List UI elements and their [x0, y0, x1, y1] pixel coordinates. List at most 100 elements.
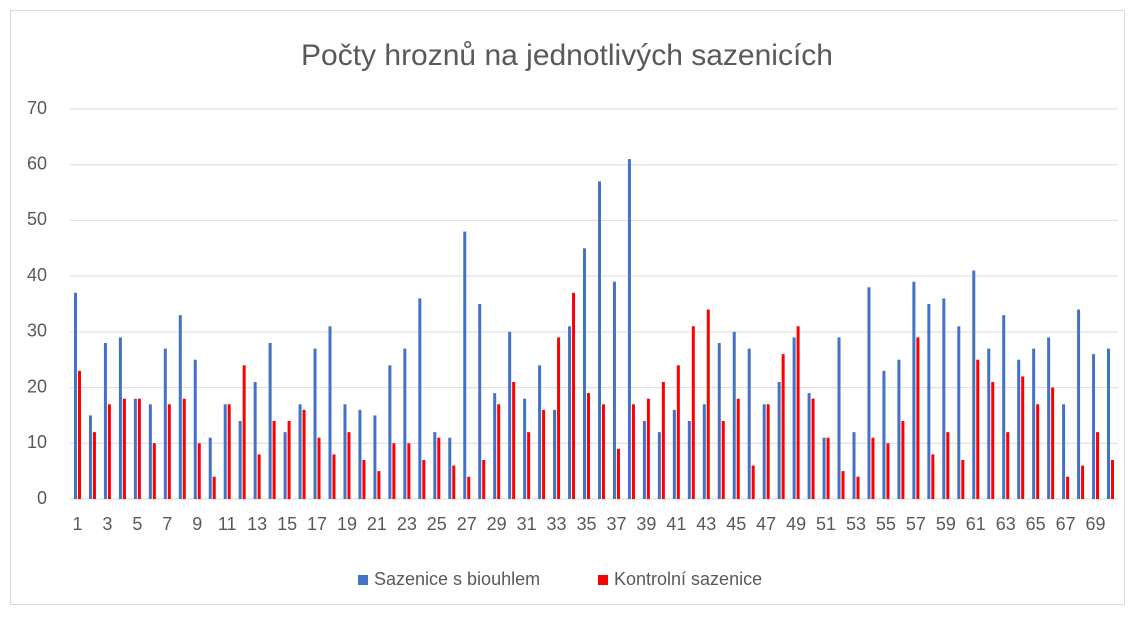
chart-title: Počty hroznů na jednotlivých sazenicích	[301, 39, 833, 72]
bar	[493, 393, 497, 499]
y-tick-label: 20	[27, 376, 47, 396]
bar	[807, 393, 811, 499]
bar	[407, 443, 411, 499]
bar	[1096, 432, 1100, 499]
bar	[422, 460, 426, 499]
chart-frame	[10, 10, 1125, 605]
bar	[118, 337, 122, 499]
x-tick-label: 43	[696, 514, 716, 534]
y-tick-label: 30	[27, 321, 47, 341]
x-tick-label: 47	[756, 514, 776, 534]
x-tick-label: 55	[876, 514, 896, 534]
bar	[77, 370, 81, 499]
bar	[732, 331, 736, 499]
bar	[1062, 404, 1066, 499]
bar	[302, 409, 306, 499]
bar	[332, 454, 336, 499]
bar	[616, 448, 620, 499]
bar	[661, 382, 665, 499]
bar	[841, 471, 845, 499]
x-tick-label: 15	[277, 514, 297, 534]
bar	[867, 287, 871, 499]
bar	[167, 404, 171, 499]
x-tick-label: 59	[936, 514, 956, 534]
bar	[897, 359, 901, 499]
x-tick-label: 23	[397, 514, 417, 534]
bar	[317, 437, 321, 499]
bar	[403, 348, 407, 499]
bar	[583, 248, 587, 499]
bar	[418, 298, 422, 499]
bar	[1021, 376, 1025, 499]
x-tick-label: 5	[132, 514, 142, 534]
bar	[1032, 348, 1036, 499]
bar	[987, 348, 991, 499]
bar	[811, 398, 815, 499]
bar	[927, 304, 931, 499]
bar	[837, 337, 841, 499]
x-tick-label: 7	[162, 514, 172, 534]
x-tick-label: 53	[846, 514, 866, 534]
bar	[871, 437, 875, 499]
x-tick-label: 33	[547, 514, 567, 534]
y-tick-label: 0	[37, 488, 47, 508]
bar	[107, 404, 111, 499]
bar	[452, 465, 456, 499]
bar	[482, 460, 486, 499]
x-tick-label: 57	[906, 514, 926, 534]
bar	[796, 326, 800, 499]
bar	[313, 348, 317, 499]
bar	[1077, 309, 1081, 499]
bar	[242, 365, 246, 499]
bar	[238, 421, 242, 499]
x-tick-label: 65	[1026, 514, 1046, 534]
bar	[1111, 460, 1115, 499]
bar	[946, 432, 950, 499]
bar	[137, 398, 141, 499]
bar	[328, 326, 332, 499]
x-tick-label: 17	[307, 514, 327, 534]
bar	[852, 432, 856, 499]
bar	[287, 421, 291, 499]
x-tick-label: 69	[1086, 514, 1106, 534]
bar	[886, 443, 890, 499]
bar	[916, 337, 920, 499]
bar	[272, 421, 276, 499]
bar	[568, 326, 572, 499]
bar	[792, 337, 796, 499]
bar	[193, 359, 197, 499]
y-tick-label: 50	[27, 209, 47, 229]
x-tick-label: 11	[218, 514, 237, 534]
x-tick-label: 49	[786, 514, 806, 534]
bar	[631, 404, 635, 499]
bar	[497, 404, 501, 499]
bar	[717, 343, 721, 499]
bar	[448, 437, 452, 499]
bar	[208, 437, 212, 499]
bar	[512, 382, 516, 499]
bar	[961, 460, 965, 499]
bar	[931, 454, 935, 499]
bar	[553, 409, 557, 499]
bar	[1006, 432, 1010, 499]
x-tick-label: 9	[192, 514, 202, 534]
x-tick-label: 35	[576, 514, 596, 534]
x-tick-label: 37	[606, 514, 626, 534]
bar	[197, 443, 201, 499]
bar	[73, 292, 77, 499]
legend-swatch	[358, 575, 368, 585]
bar	[212, 476, 216, 499]
x-tick-label: 45	[726, 514, 746, 534]
bar	[642, 421, 646, 499]
bar	[762, 404, 766, 499]
y-tick-label: 60	[27, 153, 47, 173]
bar	[362, 460, 366, 499]
bar	[901, 421, 905, 499]
bar	[347, 432, 351, 499]
bar	[163, 348, 167, 499]
bar	[781, 354, 785, 499]
bar	[467, 476, 471, 499]
bar	[672, 409, 676, 499]
bar	[557, 337, 561, 499]
